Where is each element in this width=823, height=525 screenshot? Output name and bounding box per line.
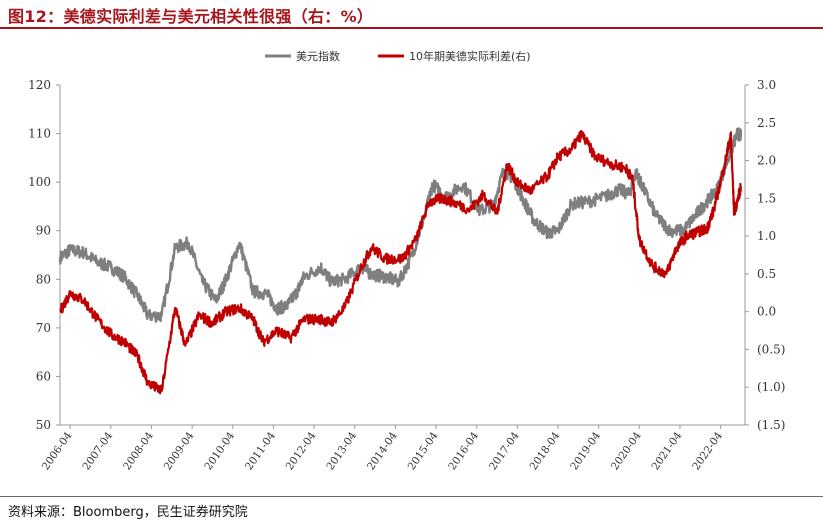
x-tick-label: 2007-04 [80, 430, 115, 473]
source-note: 资料来源：Bloomberg，民生证券研究院 [8, 505, 248, 520]
y-left-tick-label: 120 [28, 78, 51, 92]
series-layer [58, 127, 743, 395]
y-right-tick-label: 0.5 [757, 267, 776, 281]
x-tick-label: 2022-04 [690, 430, 725, 473]
x-tick-label: 2008-04 [121, 430, 156, 473]
title-rule [0, 27, 823, 29]
x-tick-label: 2006-04 [40, 430, 75, 473]
y-left-tick-label: 100 [28, 175, 51, 189]
y-right-tick-label: 1.5 [757, 191, 776, 205]
y-right-tick-label: 2.5 [757, 116, 776, 130]
x-tick-label: 2012-04 [284, 430, 319, 473]
x-tick-label: 2018-04 [528, 430, 563, 473]
x-tick-label: 2013-04 [324, 430, 359, 473]
y-left-tick-label: 50 [36, 418, 51, 432]
x-tick-label: 2010-04 [202, 430, 237, 473]
y-left-tick-label: 80 [36, 272, 51, 286]
y-left-tick-label: 90 [36, 224, 51, 238]
axes: 120 110 100 90 80 70 60 50 3.0 2.5 2.0 1.5 1.0 0.5 0.0… [28, 78, 785, 472]
x-tick-label: 2014-04 [365, 430, 400, 473]
y-right-tick-label: 3.0 [757, 78, 776, 92]
source-rule [0, 496, 823, 497]
x-tick-label: 2015-04 [406, 430, 441, 473]
legend-label: 10年期美德实际利差(右) [409, 49, 531, 63]
figure-title: 图12：美德实际利差与美元相关性很强（右：%） [8, 7, 374, 26]
x-tick-label: 2016-04 [446, 430, 481, 473]
y-right-tick-label: 0.0 [757, 305, 776, 319]
x-tick-label: 2011-04 [243, 430, 278, 473]
x-tick-label: 2020-04 [609, 430, 644, 473]
y-right-tick-label: 1.0 [757, 229, 776, 243]
y-right-tick-label: (0.5) [757, 342, 785, 356]
legend: 美元指数 10年期美德实际利差(右) [265, 49, 531, 63]
y-right-tick-label: (1.5) [757, 418, 785, 432]
y-right-tick-label: 2.0 [757, 154, 776, 168]
x-tick-label: 2009-04 [162, 430, 197, 473]
series-line-dxy [58, 127, 743, 323]
y-left-tick-label: 110 [28, 127, 51, 141]
x-tick-label: 2017-04 [487, 430, 522, 473]
x-tick-label: 2019-04 [568, 430, 603, 473]
x-tick-label: 2021-04 [650, 430, 685, 473]
chart: 美元指数 10年期美德实际利差(右) 120 110 100 90 80 70 60 50 3.0… [28, 49, 785, 472]
y-right-tick-label: (1.0) [757, 380, 785, 394]
y-left-tick-label: 60 [36, 369, 51, 383]
y-left-tick-label: 70 [36, 321, 51, 335]
legend-label: 美元指数 [296, 49, 340, 63]
series-line-spread [59, 129, 742, 395]
